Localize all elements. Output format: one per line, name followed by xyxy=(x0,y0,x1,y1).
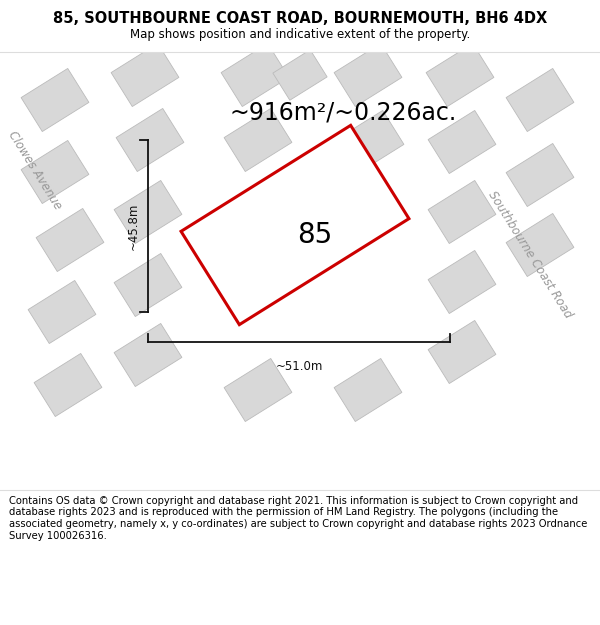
Polygon shape xyxy=(428,321,496,384)
Text: ~51.0m: ~51.0m xyxy=(275,360,323,373)
Polygon shape xyxy=(111,44,179,106)
Polygon shape xyxy=(334,359,402,421)
Polygon shape xyxy=(428,251,496,314)
Polygon shape xyxy=(336,111,404,174)
Polygon shape xyxy=(114,324,182,386)
Text: ~45.8m: ~45.8m xyxy=(127,202,139,249)
Polygon shape xyxy=(221,44,289,106)
Polygon shape xyxy=(34,354,102,416)
Polygon shape xyxy=(181,126,409,324)
Polygon shape xyxy=(28,281,96,344)
Text: 85, SOUTHBOURNE COAST ROAD, BOURNEMOUTH, BH6 4DX: 85, SOUTHBOURNE COAST ROAD, BOURNEMOUTH,… xyxy=(53,11,547,26)
Polygon shape xyxy=(506,214,574,276)
Polygon shape xyxy=(224,109,292,171)
Polygon shape xyxy=(334,44,402,106)
Text: Contains OS data © Crown copyright and database right 2021. This information is : Contains OS data © Crown copyright and d… xyxy=(9,496,587,541)
Polygon shape xyxy=(426,44,494,106)
Polygon shape xyxy=(428,111,496,174)
Polygon shape xyxy=(116,109,184,171)
Polygon shape xyxy=(224,359,292,421)
Polygon shape xyxy=(114,181,182,244)
Polygon shape xyxy=(36,209,104,271)
Text: 85: 85 xyxy=(298,221,332,249)
Polygon shape xyxy=(428,181,496,244)
Text: Clowes Avenue: Clowes Avenue xyxy=(5,128,64,212)
Polygon shape xyxy=(21,141,89,204)
Polygon shape xyxy=(506,144,574,206)
Polygon shape xyxy=(506,69,574,131)
Polygon shape xyxy=(21,69,89,131)
Text: ~916m²/~0.226ac.: ~916m²/~0.226ac. xyxy=(230,100,457,124)
Polygon shape xyxy=(114,254,182,316)
Polygon shape xyxy=(273,50,327,100)
Text: Southbourne Coast Road: Southbourne Coast Road xyxy=(485,189,575,321)
Text: Map shows position and indicative extent of the property.: Map shows position and indicative extent… xyxy=(130,28,470,41)
